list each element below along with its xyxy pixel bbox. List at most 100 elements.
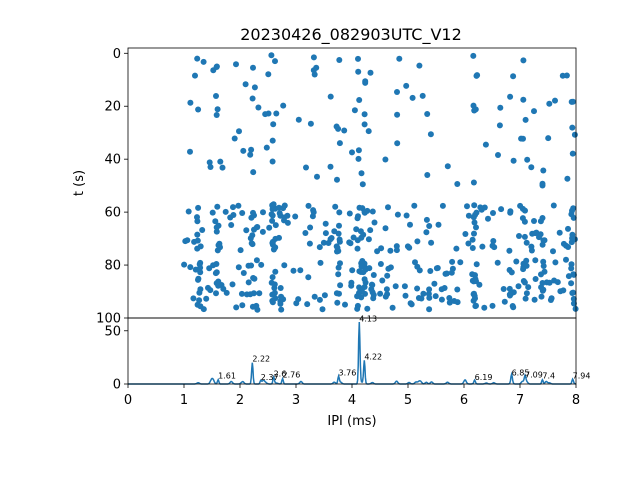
peak-label: 3.76	[339, 369, 357, 378]
scatter-point	[319, 306, 326, 313]
scatter-point	[540, 167, 547, 174]
scatter-point	[552, 259, 559, 266]
scatter-point	[414, 285, 421, 292]
scatter-point	[355, 147, 362, 154]
scatter-point	[322, 220, 329, 227]
scatter-point	[489, 242, 496, 249]
scatter-point	[510, 157, 517, 164]
scatter-point	[336, 140, 343, 147]
scatter-point	[311, 71, 318, 78]
scatter-point	[451, 298, 458, 304]
scatter-point	[362, 78, 369, 85]
scatter-point	[347, 240, 354, 247]
scatter-point	[538, 271, 544, 278]
scatter-point	[213, 228, 220, 235]
scatter-point	[358, 170, 365, 177]
scatter-point	[212, 218, 219, 225]
scatter-point	[237, 247, 244, 254]
peak-label: 7.94	[573, 372, 591, 381]
scatter-point	[240, 147, 247, 154]
scatter-point	[506, 247, 513, 254]
scatter-point	[305, 202, 312, 209]
scatter-point	[316, 244, 323, 251]
scatter-point	[490, 238, 497, 244]
scatter-point	[269, 217, 276, 224]
scatter-point	[243, 227, 250, 234]
scatter-point	[355, 68, 362, 75]
scatter-point	[354, 305, 361, 312]
scatter-point	[354, 245, 361, 252]
scatter-point	[250, 169, 257, 176]
scatter-point	[428, 239, 435, 246]
scatter-point	[367, 69, 374, 76]
scatter-point	[506, 285, 513, 292]
scatter-point	[197, 269, 204, 276]
scatter-point	[538, 284, 545, 291]
scatter-point	[341, 127, 348, 134]
scatter-point	[276, 204, 282, 211]
scatter-point	[332, 203, 339, 210]
scatter-point	[295, 116, 302, 123]
scatter-point	[270, 121, 277, 128]
scatter-point	[520, 266, 527, 273]
scatter-point	[392, 283, 399, 290]
scatter-point	[196, 289, 203, 296]
scatter-point	[238, 290, 245, 297]
scatter-point	[233, 304, 240, 311]
scatter-point	[302, 230, 309, 236]
scatter-point	[230, 204, 236, 211]
scatter-point	[520, 57, 527, 64]
scatter-point	[568, 265, 575, 272]
scatter-point	[327, 163, 334, 170]
scatter-point	[394, 89, 400, 95]
scatter-point	[556, 229, 563, 236]
scatter-point	[500, 286, 507, 292]
scatter-point	[269, 137, 276, 144]
scatter-point	[427, 131, 434, 138]
scatter-point	[229, 281, 236, 288]
scatter-point	[281, 262, 288, 269]
scatter-point	[538, 293, 545, 300]
scatter-point	[571, 236, 578, 243]
histogram-x-tick-label: 1	[180, 393, 188, 408]
scatter-point	[508, 269, 515, 276]
scatter-point	[245, 279, 252, 286]
scatter-point	[394, 111, 401, 118]
scatter-y-axis-label: t (s)	[72, 170, 87, 196]
peak-label: 7.4	[542, 372, 555, 381]
scatter-point	[265, 71, 272, 78]
scatter-point	[521, 279, 528, 286]
scatter-point	[426, 306, 433, 313]
scatter-point	[469, 245, 476, 251]
scatter-point	[385, 204, 391, 211]
scatter-point	[321, 292, 328, 299]
scatter-point	[297, 267, 304, 274]
scatter-point	[249, 95, 256, 102]
scatter-point	[522, 116, 529, 123]
scatter-point	[560, 287, 567, 294]
scatter-point	[570, 300, 577, 307]
scatter-point	[548, 295, 555, 302]
scatter-point	[235, 264, 242, 271]
scatter-point	[415, 295, 422, 301]
scatter-point	[223, 289, 230, 296]
scatter-point	[510, 73, 517, 80]
scatter-y-tick-label: 60	[104, 206, 121, 221]
scatter-point	[194, 245, 201, 252]
scatter-point	[462, 231, 469, 237]
scatter-point	[489, 302, 496, 309]
scatter-point	[346, 210, 353, 217]
scatter-point	[355, 55, 361, 62]
scatter-point	[531, 218, 537, 224]
scatter-point	[448, 269, 455, 276]
scatter-point	[259, 228, 266, 235]
scatter-point	[187, 148, 193, 155]
scatter-point	[253, 257, 260, 264]
scatter-point	[531, 296, 538, 303]
scatter-point	[393, 247, 400, 254]
scatter-point	[197, 264, 204, 271]
scatter-point	[501, 298, 508, 305]
scatter-point	[385, 265, 392, 272]
peak-label: 2.6	[274, 370, 287, 379]
scatter-point	[550, 202, 557, 209]
